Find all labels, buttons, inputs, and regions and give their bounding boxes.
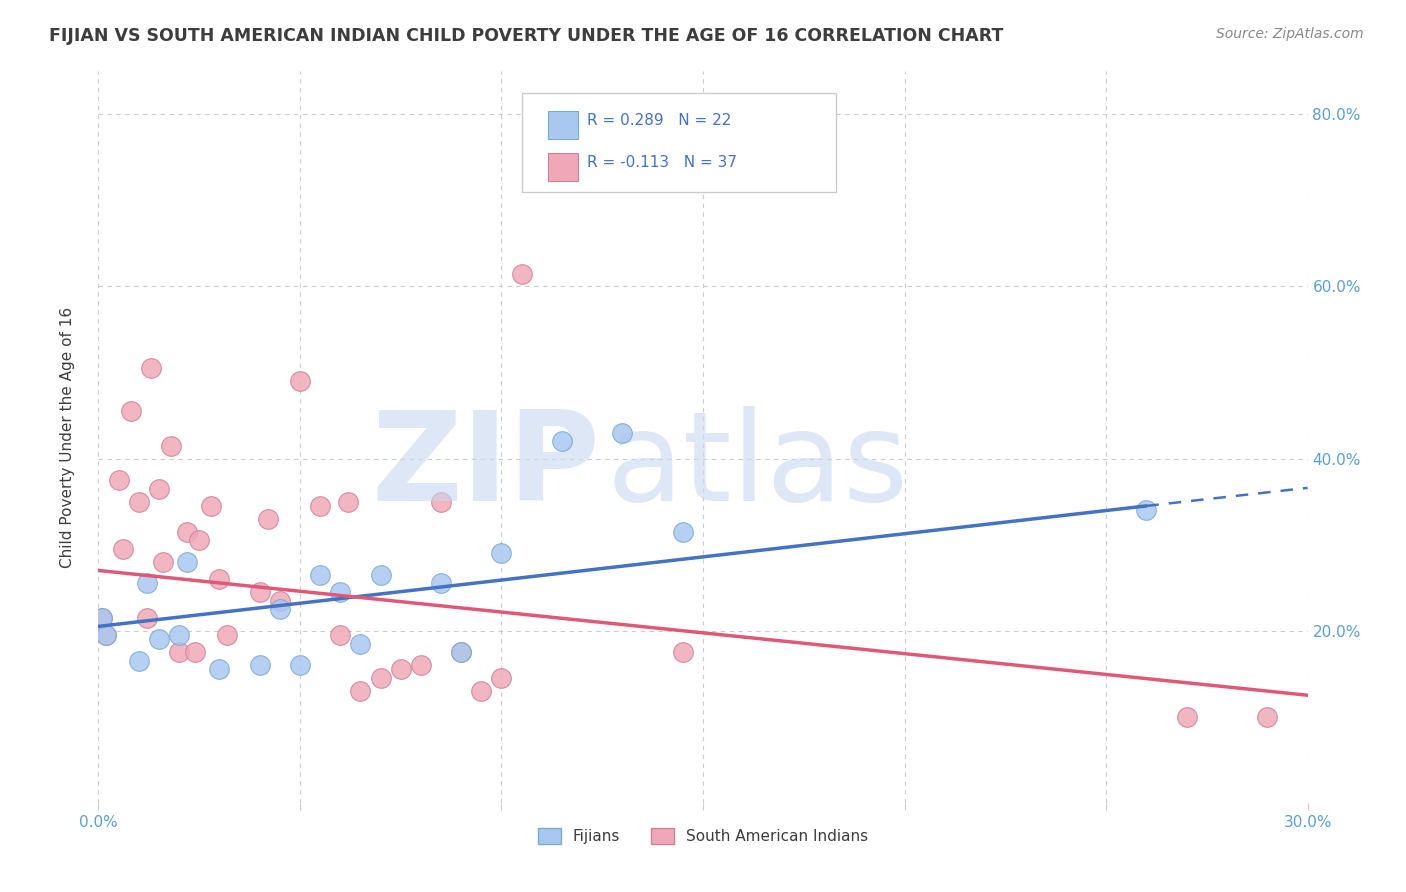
Point [612,425,634,440]
Point [430,576,453,591]
Point [430,494,453,508]
Point [167,628,190,642]
Point [208,572,231,586]
Point [349,684,371,698]
Point [256,512,278,526]
Text: R = 0.289   N = 22: R = 0.289 N = 22 [586,113,731,128]
Text: FIJIAN VS SOUTH AMERICAN INDIAN CHILD POVERTY UNDER THE AGE OF 16 CORRELATION CH: FIJIAN VS SOUTH AMERICAN INDIAN CHILD PO… [49,27,1004,45]
Point [91,611,114,625]
Point [269,602,291,616]
Point [491,546,513,560]
Point [329,585,352,599]
Text: ZIP: ZIP [371,406,600,527]
Point [288,374,311,388]
Point [288,658,311,673]
Point [309,567,332,582]
Point [176,555,198,569]
Point [249,658,271,673]
Point [370,567,392,582]
Point [337,494,360,508]
Point [139,361,162,376]
Point [309,499,332,513]
Point [128,654,150,668]
Text: Source: ZipAtlas.com: Source: ZipAtlas.com [1216,27,1364,41]
Point [1135,503,1157,517]
Point [1256,710,1278,724]
Point [148,632,170,647]
Point [200,499,222,513]
Point [450,645,472,659]
Point [349,637,371,651]
Point [91,611,114,625]
Point [120,404,142,418]
Point [389,662,412,676]
Point [1175,710,1198,724]
Point [370,671,392,685]
FancyBboxPatch shape [548,111,578,139]
Point [672,645,695,659]
Y-axis label: Child Poverty Under the Age of 16: Child Poverty Under the Age of 16 [60,307,75,567]
Point [107,473,129,487]
Point [249,585,271,599]
Point [188,533,211,548]
Point [551,434,574,449]
Point [135,576,157,591]
Legend: Fijians, South American Indians: Fijians, South American Indians [531,822,875,850]
Point [491,671,513,685]
Point [409,658,432,673]
FancyBboxPatch shape [522,94,837,192]
Point [96,628,118,642]
Point [152,555,174,569]
Point [329,628,352,642]
Point [217,628,239,642]
Point [167,645,190,659]
Text: R = -0.113   N = 37: R = -0.113 N = 37 [586,155,737,170]
Point [135,611,157,625]
Point [450,645,472,659]
Point [510,267,533,281]
Point [96,628,118,642]
Text: atlas: atlas [606,406,908,527]
Point [111,541,134,556]
Point [176,524,198,539]
Point [160,439,183,453]
Point [269,593,291,607]
Point [672,524,695,539]
Point [184,645,207,659]
FancyBboxPatch shape [548,153,578,181]
Point [128,494,150,508]
Point [208,662,231,676]
Point [470,684,492,698]
Point [148,482,170,496]
